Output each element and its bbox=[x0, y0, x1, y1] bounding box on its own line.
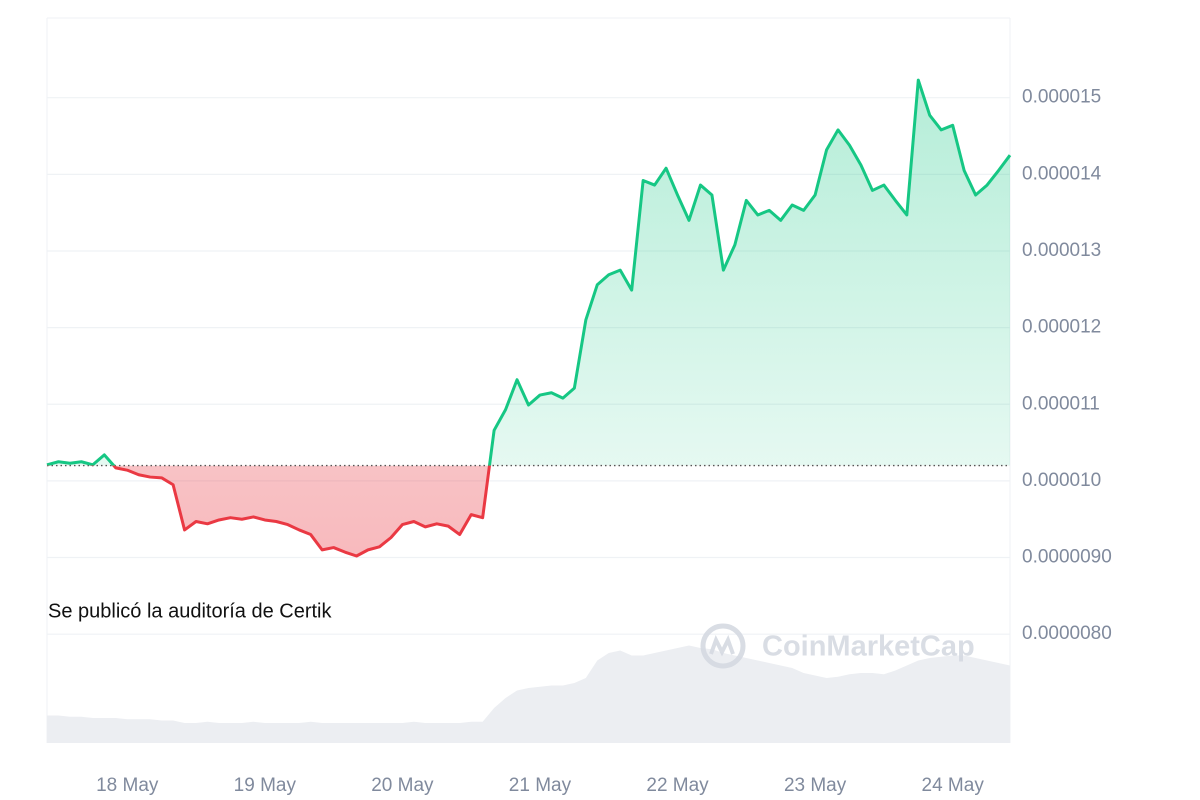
watermark-group: CoinMarketCap bbox=[700, 623, 975, 669]
x-tick-label: 20 May bbox=[371, 775, 434, 796]
y-tick-label: 0.0000080 bbox=[1022, 623, 1112, 644]
area-down bbox=[47, 465, 1010, 556]
price-line-down bbox=[47, 465, 491, 558]
area-up bbox=[47, 80, 1010, 466]
watermark-logo bbox=[700, 623, 746, 669]
watermark-logo-mark bbox=[709, 634, 735, 657]
y-tick-label: 0.000014 bbox=[1022, 163, 1102, 184]
x-tick-label: 21 May bbox=[509, 775, 572, 796]
y-tick-label: 0.000013 bbox=[1022, 240, 1101, 261]
plot: 0.000015 0.000014 0.000013 0.000012 0.000011… bbox=[46, 17, 1112, 796]
annotation: Se publicó la auditoría de Certik bbox=[48, 600, 332, 622]
x-tick-label: 22 May bbox=[646, 775, 709, 796]
price-line-up bbox=[46, 78, 1012, 466]
x-tick-label: 23 May bbox=[784, 775, 847, 796]
watermark: CoinMarketCap bbox=[762, 631, 975, 663]
y-tick-label: 0.0000090 bbox=[1022, 547, 1112, 568]
y-tick-label: 0.000010 bbox=[1022, 470, 1101, 491]
y-tick-label: 0.000015 bbox=[1022, 87, 1101, 108]
x-tick-label: 18 May bbox=[96, 775, 159, 796]
y-tick-label: 0.000011 bbox=[1022, 393, 1100, 414]
x-tick-label: 19 May bbox=[234, 775, 297, 796]
volume-area bbox=[47, 645, 1010, 743]
y-tick-label: 0.000012 bbox=[1022, 317, 1101, 338]
x-tick-label: 24 May bbox=[922, 775, 985, 796]
